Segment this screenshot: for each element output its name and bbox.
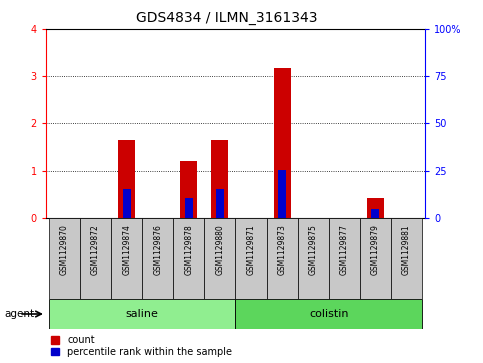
Legend: count, percentile rank within the sample: count, percentile rank within the sample — [51, 335, 232, 357]
Text: colistin: colistin — [309, 309, 348, 319]
Bar — [80, 218, 111, 299]
Text: GSM1129873: GSM1129873 — [278, 224, 286, 275]
Text: saline: saline — [126, 309, 158, 319]
Text: GSM1129879: GSM1129879 — [371, 224, 380, 275]
Bar — [142, 218, 173, 299]
Bar — [212, 140, 228, 218]
Bar — [371, 209, 379, 218]
Bar — [391, 218, 422, 299]
Bar — [329, 218, 360, 299]
Text: GSM1129880: GSM1129880 — [215, 224, 225, 275]
Bar — [278, 170, 286, 218]
Bar — [298, 218, 329, 299]
Text: GSM1129878: GSM1129878 — [185, 224, 193, 275]
Text: GSM1129881: GSM1129881 — [402, 224, 411, 275]
Bar — [367, 198, 384, 218]
Bar — [111, 218, 142, 299]
Bar — [49, 299, 236, 329]
Text: GSM1129876: GSM1129876 — [153, 224, 162, 275]
Text: GSM1129870: GSM1129870 — [60, 224, 69, 275]
Text: GDS4834 / ILMN_3161343: GDS4834 / ILMN_3161343 — [136, 11, 318, 25]
Bar — [173, 218, 204, 299]
Text: GSM1129871: GSM1129871 — [246, 224, 256, 275]
Text: agent: agent — [5, 309, 35, 319]
Text: GSM1129877: GSM1129877 — [340, 224, 349, 275]
Bar — [185, 198, 193, 218]
Text: GSM1129872: GSM1129872 — [91, 224, 100, 275]
Text: GSM1129875: GSM1129875 — [309, 224, 318, 275]
Bar — [180, 161, 198, 218]
Bar — [273, 68, 291, 218]
Bar — [236, 218, 267, 299]
Bar — [123, 188, 130, 218]
Bar — [236, 299, 422, 329]
Bar — [267, 218, 298, 299]
Text: GSM1129874: GSM1129874 — [122, 224, 131, 275]
Bar — [204, 218, 236, 299]
Bar — [216, 188, 224, 218]
Bar — [360, 218, 391, 299]
Bar — [49, 218, 80, 299]
Bar — [118, 140, 135, 218]
